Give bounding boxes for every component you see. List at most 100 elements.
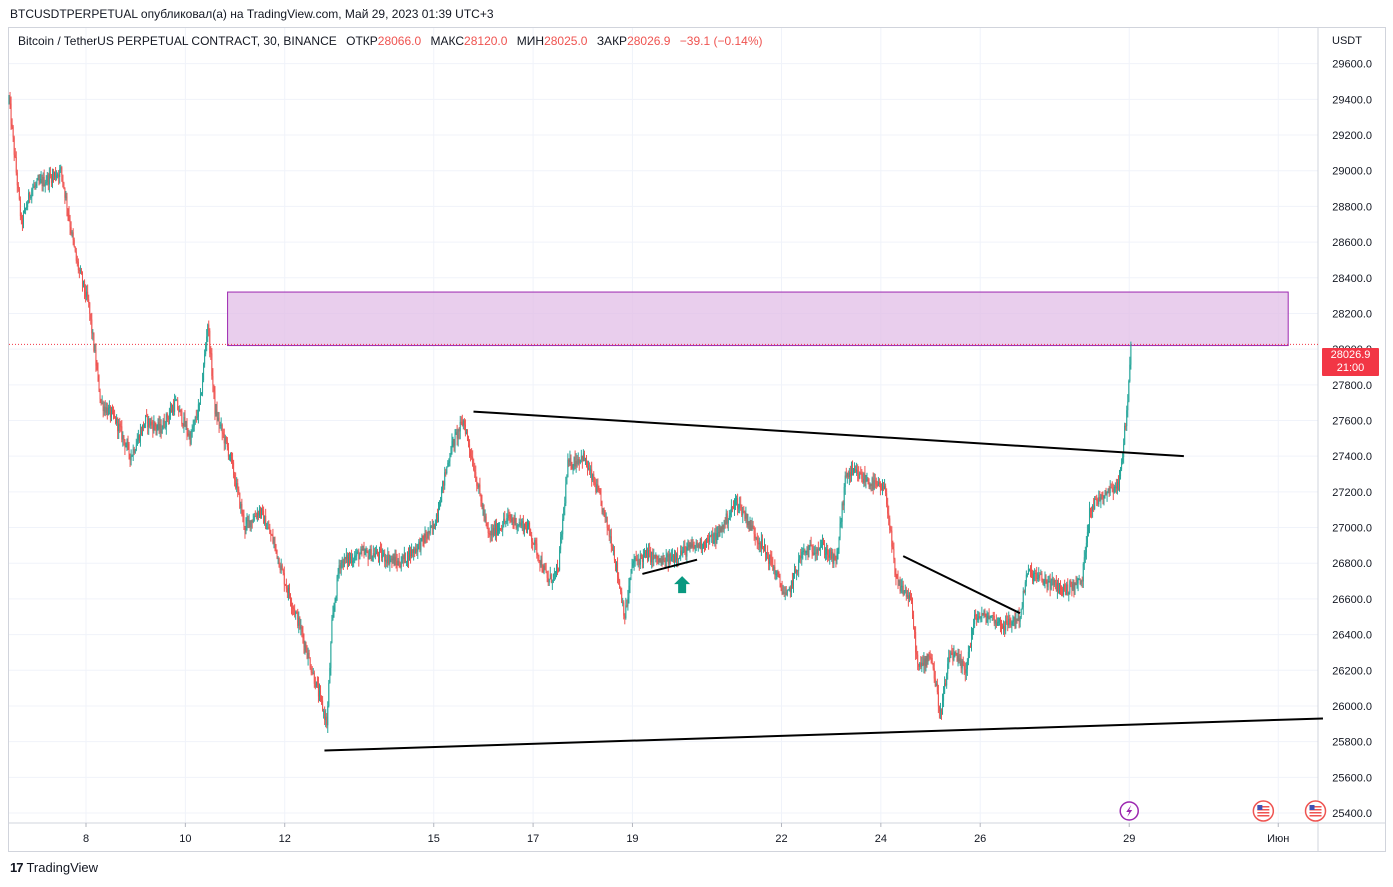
candle-body [177,400,179,410]
candle-body [482,508,484,510]
candle-body [28,192,30,204]
y-tick-label: 26800.0 [1332,558,1372,570]
candle-body [1065,590,1067,595]
trendline[interactable] [324,717,1323,752]
candle-body [630,569,632,580]
candle-body [471,456,473,458]
candle-body [93,333,95,351]
candle-body [360,548,362,555]
candle-body [965,669,967,674]
candle-body [133,449,135,454]
tradingview-logo[interactable]: 17 TradingView [10,860,98,875]
candle-body [441,489,443,503]
chart-frame [8,27,1386,852]
trendline[interactable] [902,555,1021,615]
candle-body [974,614,976,625]
candle-body [148,418,150,428]
candle-body [740,504,742,506]
x-tick-label: 15 [428,833,440,845]
candle-body [43,176,45,187]
candle-body [714,532,716,541]
candle-body [279,567,281,570]
candle-body [583,453,585,461]
trendline[interactable] [473,410,1184,458]
us-flag-event-icon[interactable] [1252,800,1275,822]
lightning-bolt [1126,805,1133,817]
candle-body [1028,569,1030,571]
candle-body [656,554,658,560]
candle-body [739,504,741,508]
candle-body [73,239,75,247]
candle-body [100,399,102,403]
candle-body [670,556,672,562]
candle-body [101,402,103,404]
candle-body [977,617,979,620]
candle-body [862,478,864,483]
candle-body [712,534,714,544]
candle-body [443,480,445,486]
candle-body [165,414,167,428]
candle-body [216,409,218,420]
candle-body [619,580,621,589]
candle-body [1087,525,1089,533]
candle-body [575,460,577,467]
candle-body [1091,510,1093,512]
candle-body [347,557,349,563]
us-flag-event-icon[interactable] [1304,800,1327,822]
candle-body [696,542,698,548]
candle-body [542,569,544,573]
candle-body [865,481,867,483]
candle-body [703,542,705,546]
candle-body [284,584,286,586]
trendline[interactable] [642,558,698,575]
candle-body [297,612,299,626]
candle-body [291,602,293,608]
candle-body [235,479,237,488]
candle-body [415,548,417,554]
candle-body [299,617,301,629]
candle-body [496,529,498,536]
candle-body [506,518,508,522]
candle-body [1051,578,1053,581]
candle-body [495,523,497,536]
candle-body [275,544,277,550]
candle-body [693,546,695,549]
candle-body [698,544,700,548]
y-tick-label: 27400.0 [1332,451,1372,463]
candle-body [154,422,156,427]
candle-body [501,528,503,530]
candle-body [281,565,283,570]
close-label: ЗАКР [596,34,628,48]
candle-body [819,546,821,549]
candle-body [980,617,982,619]
candle-body [253,516,255,521]
candle-body [1118,476,1120,485]
candle-body [992,615,994,617]
up-arrow-icon[interactable] [674,576,691,594]
candle-body [68,213,70,220]
candle-body [35,183,37,186]
candle-body [679,557,681,559]
candle-body [208,324,210,331]
candle-body [525,527,527,531]
x-tick-label: 22 [775,833,787,845]
candle-body [1094,498,1096,510]
candle-body [376,550,378,555]
candle-body [807,550,809,557]
candle-body [388,554,390,564]
candle-body [356,551,358,556]
candle-body [765,544,767,555]
candle-body [461,422,463,426]
candle-body [668,554,670,564]
candle-body [850,468,852,476]
candle-body [815,552,817,554]
y-tick-label: 27200.0 [1332,487,1372,499]
candle-body [972,629,974,635]
candle-body [382,555,384,559]
resistance-zone[interactable] [227,291,1289,347]
candle-body [676,554,678,560]
candle-body [406,552,408,562]
candle-body [63,182,65,189]
candle-body [263,510,265,524]
